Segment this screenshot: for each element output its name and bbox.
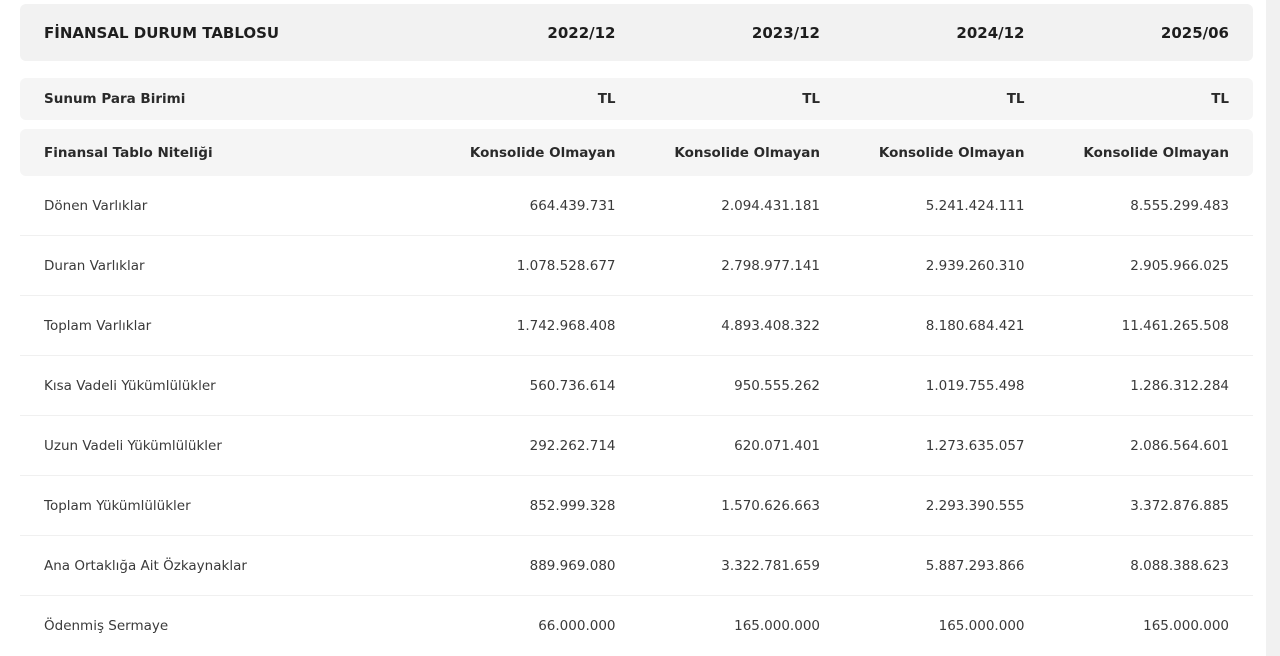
cell-value: 8.180.684.421 (925, 317, 1025, 334)
cell-value: 4.893.408.322 (721, 317, 820, 334)
cell-value: 852.999.328 (529, 497, 616, 514)
row-label: Uzun Vadeli Yükümlülükler (44, 437, 222, 454)
currency-value: TL (597, 91, 616, 107)
cell-value: 1.019.755.498 (925, 377, 1025, 394)
cell-value: 165.000.000 (1143, 618, 1229, 634)
table-title: FİNANSAL DURUM TABLOSU (44, 23, 280, 42)
cell-value: 5.241.424.111 (925, 197, 1025, 214)
cell-value: 2.798.977.141 (721, 257, 820, 274)
table-row: Uzun Vadeli Yükümlülükler 292.262.714 62… (20, 416, 1253, 476)
cell-value: 1.078.528.677 (516, 257, 616, 274)
cell-value: 11.461.265.508 (1121, 317, 1229, 334)
cell-value: 620.071.401 (734, 437, 820, 454)
row-label: Duran Varlıklar (44, 257, 145, 274)
currency-value: TL (1006, 91, 1025, 107)
statement-type-value: Konsolide Olmayan (469, 144, 616, 161)
table-row: Toplam Yükümlülükler 852.999.328 1.570.6… (20, 476, 1253, 536)
table-row: Dönen Varlıklar 664.439.731 2.094.431.18… (20, 176, 1253, 236)
row-label: Kısa Vadeli Yükümlülükler (44, 377, 216, 394)
row-label: Toplam Yükümlülükler (44, 497, 191, 514)
cell-value: 8.555.299.483 (1130, 197, 1229, 214)
table-body: Dönen Varlıklar 664.439.731 2.094.431.18… (20, 176, 1253, 656)
cell-value: 165.000.000 (734, 618, 820, 634)
currency-value: TL (1211, 91, 1229, 107)
statement-type-value: Konsolide Olmayan (1083, 144, 1229, 161)
vertical-scrollbar[interactable] (1266, 0, 1280, 656)
table-row: Ödenmiş Sermaye 66.000.000 165.000.000 1… (20, 596, 1253, 656)
row-label: Dönen Varlıklar (44, 197, 148, 214)
cell-value: 66.000.000 (538, 618, 616, 634)
cell-value: 2.939.260.310 (925, 257, 1025, 274)
cell-value: 165.000.000 (938, 618, 1025, 634)
cell-value: 950.555.262 (734, 377, 820, 394)
cell-value: 1.570.626.663 (721, 497, 820, 514)
cell-value: 3.372.876.885 (1130, 497, 1229, 514)
cell-value: 2.094.431.181 (721, 197, 820, 214)
cell-value: 889.969.080 (529, 557, 616, 574)
cell-value: 664.439.731 (529, 197, 616, 214)
cell-value: 8.088.388.623 (1130, 557, 1229, 574)
cell-value: 1.273.635.057 (925, 437, 1025, 454)
cell-value: 2.905.966.025 (1130, 257, 1229, 274)
cell-value: 560.736.614 (529, 377, 616, 394)
financial-position-table: FİNANSAL DURUM TABLOSU 2022/12 2023/12 2… (20, 4, 1253, 656)
row-label: Toplam Varlıklar (44, 317, 152, 334)
cell-value: 2.086.564.601 (1130, 437, 1229, 454)
period-header: 2022/12 (547, 23, 616, 42)
table-row: Ana Ortaklığa Ait Özkaynaklar 889.969.08… (20, 536, 1253, 596)
cell-value: 5.887.293.866 (925, 557, 1025, 574)
table-header: FİNANSAL DURUM TABLOSU 2022/12 2023/12 2… (20, 4, 1253, 61)
period-header: 2025/06 (1160, 23, 1229, 42)
statement-type-value: Konsolide Olmayan (878, 144, 1025, 161)
cell-value: 1.742.968.408 (516, 317, 616, 334)
row-label: Finansal Tablo Niteliği (44, 144, 213, 161)
table-row: Toplam Varlıklar 1.742.968.408 4.893.408… (20, 296, 1253, 356)
row-label: Ana Ortaklığa Ait Özkaynaklar (44, 557, 247, 574)
table-row: Duran Varlıklar 1.078.528.677 2.798.977.… (20, 236, 1253, 296)
row-label: Sunum Para Birimi (44, 91, 186, 107)
statement-type-row: Finansal Tablo Niteliği Konsolide Olmaya… (20, 129, 1253, 176)
period-header: 2024/12 (956, 23, 1025, 42)
currency-row: Sunum Para Birimi TL TL TL TL (20, 78, 1253, 120)
row-label: Ödenmiş Sermaye (44, 618, 169, 634)
statement-type-value: Konsolide Olmayan (674, 144, 820, 161)
cell-value: 2.293.390.555 (925, 497, 1025, 514)
cell-value: 3.322.781.659 (721, 557, 820, 574)
period-header: 2023/12 (751, 23, 820, 42)
currency-value: TL (802, 91, 820, 107)
table-row: Kısa Vadeli Yükümlülükler 560.736.614 95… (20, 356, 1253, 416)
cell-value: 292.262.714 (529, 437, 616, 454)
cell-value: 1.286.312.284 (1130, 377, 1229, 394)
